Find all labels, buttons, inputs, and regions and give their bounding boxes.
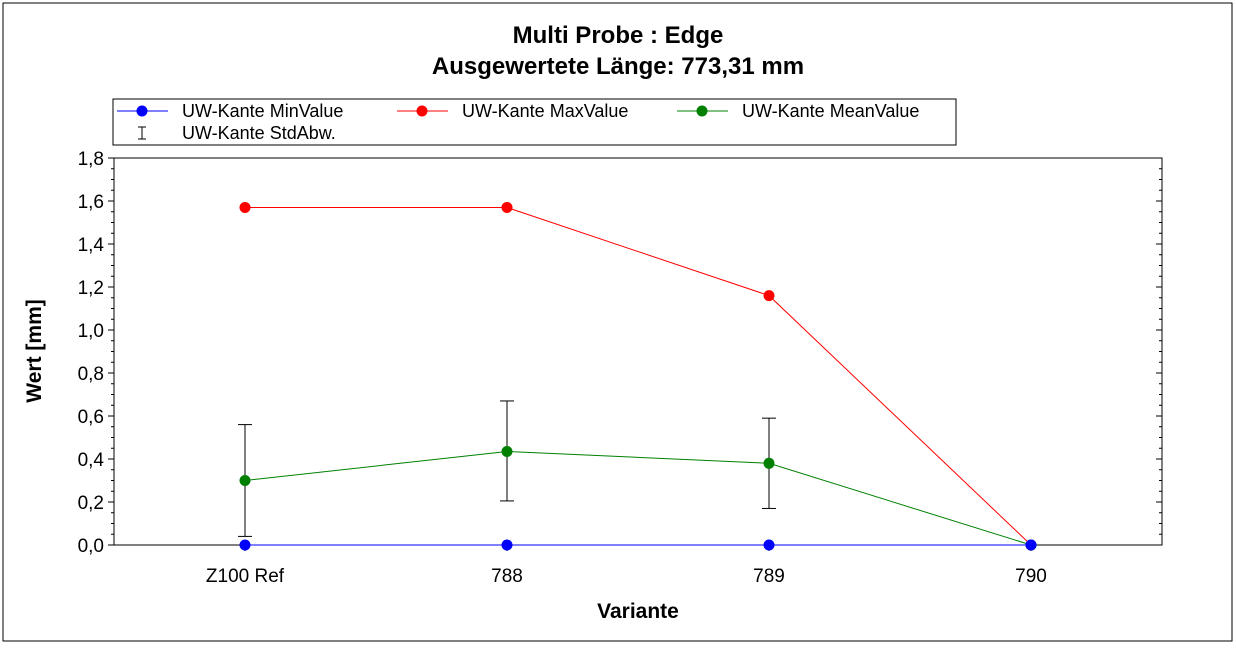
y-tick-label: 0,6: [78, 407, 104, 428]
y-tick-label: 0,8: [78, 364, 104, 385]
point-uw-kante-minvalue: [763, 539, 775, 551]
y-axis-title: Wert [mm]: [23, 299, 46, 402]
series-line-uw-kante-maxvalue: [245, 206, 1032, 546]
y-tick-label: 1,6: [78, 192, 104, 213]
x-tick-label: 788: [491, 566, 523, 587]
error-bars: [238, 400, 776, 537]
point-uw-kante-meanvalue: [763, 457, 775, 469]
point-uw-kante-maxvalue: [763, 290, 775, 302]
legend-stdabw-label: UW-Kante StdAbw.: [182, 123, 336, 143]
point-uw-kante-minvalue: [1025, 539, 1037, 551]
series-layer: [239, 201, 1037, 551]
point-uw-kante-maxvalue: [501, 201, 513, 213]
series-line-uw-kante-meanvalue: [244, 450, 1032, 546]
y-tick-label: 1,2: [78, 278, 104, 299]
legend-min-marker: [136, 105, 148, 117]
point-uw-kante-meanvalue: [239, 475, 251, 486]
legend-min-label: UW-Kante MinValue: [182, 101, 343, 121]
y-tick-label: 0,4: [78, 450, 105, 471]
legend-mean-label: UW-Kante MeanValue: [742, 101, 919, 121]
x-axis-title: Variante: [597, 600, 679, 623]
y-tick-label: 1,0: [78, 321, 104, 342]
legend-max-marker: [416, 105, 428, 117]
legend-box: [112, 98, 957, 146]
x-tick-label: 789: [753, 566, 785, 587]
point-uw-kante-maxvalue: [239, 201, 251, 213]
legend-mean-marker: [696, 105, 708, 117]
y-tick-label: 1,4: [78, 235, 105, 256]
legend-stdabw-symbol: [138, 126, 146, 140]
y-tick-label: 0,0: [78, 536, 104, 557]
y-tick-label: 0,2: [78, 493, 104, 514]
y-axis: 0,0 0,2 0,4 0,6 0,8 1,0 1,2 1,4 1,6 1,8: [78, 149, 1162, 557]
y-tick-label: 1,8: [78, 149, 104, 170]
x-tick-label: 790: [1015, 566, 1047, 587]
x-tick-label: Z100 Ref: [206, 566, 285, 587]
legend-max-label: UW-Kante MaxValue: [462, 101, 628, 121]
point-uw-kante-minvalue: [501, 539, 513, 551]
chart-subtitle: Ausgewertete Länge: 773,31 mm: [432, 53, 804, 80]
x-axis: Z100 Ref 788 789 790: [206, 545, 1047, 587]
point-uw-kante-minvalue: [239, 539, 251, 551]
point-uw-kante-meanvalue: [501, 445, 513, 457]
chart-title: Multi Probe : Edge: [513, 22, 724, 49]
legend: UW-Kante MinValue UW-Kante MaxValue UW-K…: [112, 98, 957, 146]
